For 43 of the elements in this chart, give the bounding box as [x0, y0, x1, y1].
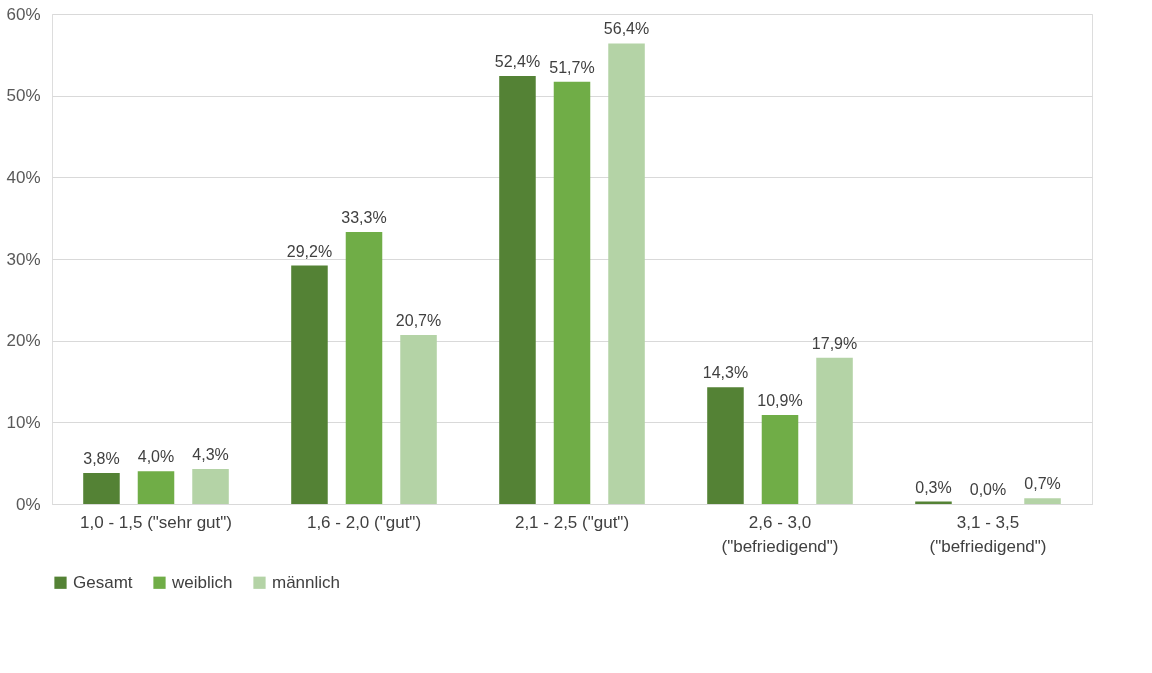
bar [291, 265, 328, 504]
bar [83, 472, 120, 504]
data-label: 0,3% [915, 478, 952, 496]
x-tick-label: 1,0 - 1,5 ("sehr gut") [80, 512, 232, 532]
data-label: 3,8% [83, 449, 120, 467]
data-label: 17,9% [811, 334, 858, 352]
data-label: 14,3% [702, 364, 749, 382]
bar [707, 387, 744, 504]
legend-label: weiblich [171, 572, 233, 592]
y-tick-label: 40% [6, 167, 41, 187]
data-label: 51,7% [549, 58, 595, 76]
y-tick-label: 20% [6, 331, 41, 351]
x-tick-label: 3,1 - 3,5 ("befriedigend") [929, 512, 1047, 556]
data-label: 0,7% [1024, 475, 1061, 493]
bar [816, 357, 853, 504]
x-tick-label: 2,6 - 3,0 ("befriedigend") [721, 512, 839, 556]
legend-label: Gesamt [73, 572, 133, 592]
y-tick-label: 0% [15, 494, 41, 514]
data-label: 4,3% [192, 445, 229, 463]
bar [400, 334, 437, 504]
bar [137, 471, 175, 504]
bar [499, 76, 536, 504]
bar [761, 414, 799, 504]
y-tick-label: 60% [6, 4, 41, 24]
data-label: 20,7% [395, 311, 442, 329]
data-label: 29,2% [286, 242, 333, 260]
data-label: 10,9% [757, 391, 803, 409]
bar [608, 43, 645, 504]
bar [192, 468, 229, 504]
data-label: 56,4% [603, 20, 650, 38]
bar [345, 232, 383, 504]
x-tick-label: 1,6 - 2,0 ("gut") [306, 512, 422, 532]
x-tick-label: 2,1 - 2,5 ("gut") [514, 512, 630, 532]
y-tick-label: 50% [6, 86, 41, 106]
data-label: 52,4% [494, 53, 541, 71]
data-label: 4,0% [137, 448, 175, 466]
data-label: 33,3% [341, 209, 387, 227]
bar [1024, 498, 1061, 504]
y-tick-label: 10% [6, 412, 41, 432]
data-label: 0,0% [969, 481, 1007, 498]
y-tick-label: 30% [6, 249, 41, 269]
legend-label: männlich [272, 572, 341, 592]
bar [553, 81, 591, 504]
